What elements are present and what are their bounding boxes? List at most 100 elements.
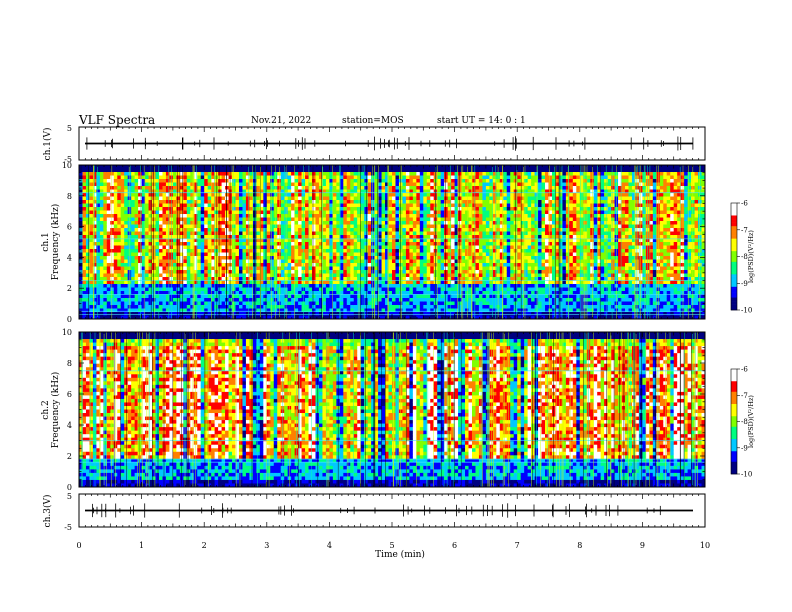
spectrogram-cell (402, 221, 407, 225)
spectrogram-cell (204, 221, 209, 225)
spectrogram-cell (148, 266, 153, 271)
spectrogram-cell (402, 231, 407, 236)
spectrogram-cell (315, 266, 320, 271)
spectrogram-cell (308, 270, 313, 274)
spectrogram-cell (263, 165, 268, 169)
spectrogram-cell (437, 231, 442, 236)
spectrogram-cell (353, 305, 358, 309)
spectrogram-cell (270, 273, 275, 278)
spectrogram-cell (169, 228, 174, 232)
spectrogram-cell (447, 298, 452, 302)
spectrogram-cell (360, 186, 365, 190)
spectrogram-cell (322, 294, 327, 299)
spectrogram-cell (141, 168, 146, 173)
spectrogram-cell (325, 315, 330, 320)
spectrogram-cell (305, 242, 309, 246)
spectrogram-cell (162, 231, 167, 236)
spectrogram-cell (360, 301, 365, 306)
spectrogram-cell (134, 196, 139, 201)
spectrogram-cell (110, 172, 115, 176)
spectrogram-cell (308, 298, 313, 302)
spectrogram-cell (197, 291, 202, 295)
spectrogram-cell (398, 294, 403, 299)
spectrogram-cell (419, 249, 424, 253)
spectrogram-cell (364, 217, 369, 222)
spectrogram-cell (249, 305, 254, 309)
spectrogram-cell (186, 231, 191, 236)
spectrogram-cell (249, 284, 254, 288)
spectrogram-cell (186, 175, 191, 180)
spectrogram-cell (308, 221, 313, 225)
spectrogram-cell (127, 189, 132, 194)
spectrogram-cell (409, 294, 414, 299)
spectrogram-cell (200, 259, 205, 264)
spectrogram-cell (134, 168, 139, 173)
spectrogram-cell (245, 305, 250, 309)
spectrogram-cell (339, 259, 344, 264)
spectrogram-cell (294, 273, 299, 278)
spectrogram-cell (172, 175, 177, 180)
spectrogram-cell (176, 186, 181, 190)
spectrogram-cell (385, 277, 389, 281)
spectrogram-cell (388, 256, 393, 260)
spectrogram-cell (367, 301, 372, 306)
spectrogram-cell (152, 196, 156, 201)
spectrogram-cell (343, 231, 348, 236)
spectrogram-cell (332, 298, 337, 302)
spectrogram-cell (339, 242, 344, 246)
spectrogram-cell (353, 273, 358, 278)
spectrogram-cell (381, 284, 386, 288)
spectrogram-cell (165, 305, 170, 309)
spectrogram-cell (395, 287, 400, 292)
spectrogram-cell (148, 221, 153, 225)
spectrogram-cell (398, 221, 403, 225)
spectrogram-cell (183, 179, 188, 183)
spectrogram-cell (322, 175, 327, 180)
spectrogram-cell (162, 252, 167, 257)
spectrogram-cell (218, 207, 222, 211)
spectrogram-cell (103, 221, 108, 225)
spectrogram-cell (343, 189, 348, 194)
spectrogram-cell (204, 214, 209, 218)
spectrogram-cell (332, 179, 337, 183)
spectrogram-cell (120, 273, 125, 278)
spectrogram-cell (416, 186, 421, 190)
spectrogram-cell (322, 270, 327, 274)
spectrogram-cell (263, 168, 268, 173)
spectrogram-cell (218, 301, 222, 306)
spectrogram-cell (409, 231, 414, 236)
spectrogram-cell (381, 301, 386, 306)
spectrogram-cell (249, 291, 254, 295)
spectrogram-cell (235, 242, 240, 246)
spectrogram-cell (103, 266, 108, 271)
spectrogram-cell (249, 315, 254, 320)
spectrogram-cell (158, 280, 163, 285)
spectrogram-cell (204, 231, 209, 236)
spectrogram-cell (152, 280, 156, 285)
spectrogram-cell (172, 277, 177, 281)
spectrogram-cell (364, 312, 369, 316)
spectrogram-cell (204, 270, 209, 274)
spectrogram-cell (145, 256, 149, 260)
spectrogram-cell (176, 200, 181, 204)
spectrogram-cell (169, 175, 174, 180)
spectrogram-cell (228, 291, 233, 295)
spectrogram-cell (242, 196, 247, 201)
spectrogram-cell (346, 242, 351, 246)
spectrogram-cell (339, 228, 344, 232)
spectrogram-cell (197, 221, 202, 225)
spectrogram-cell (131, 252, 136, 257)
spectrogram-cell (197, 242, 202, 246)
spectrogram-cell (277, 312, 282, 316)
spectrogram-cell (447, 266, 452, 271)
spectrogram-cell (416, 189, 421, 194)
spectrogram-cell (423, 315, 428, 320)
spectrogram-cell (291, 235, 296, 239)
spectrogram-cell (294, 214, 299, 218)
spectrogram-cell (85, 235, 90, 239)
spectrogram-cell (259, 186, 264, 190)
spectrogram-cell (294, 235, 299, 239)
spectrogram-cell (353, 245, 358, 250)
spectrogram-cell (318, 175, 323, 180)
spectrogram-cell (256, 301, 261, 306)
